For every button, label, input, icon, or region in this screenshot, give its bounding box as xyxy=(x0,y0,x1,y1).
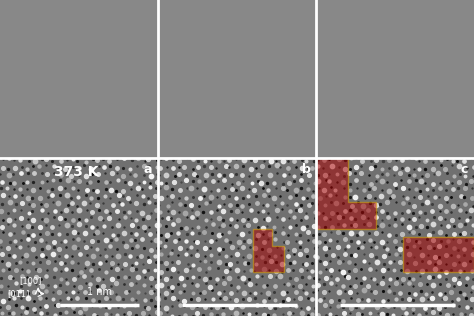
Text: [100]: [100] xyxy=(19,276,42,286)
Text: [011]: [011] xyxy=(7,289,29,298)
Text: b: b xyxy=(301,163,310,176)
Text: 1 nm: 1 nm xyxy=(87,287,112,297)
Text: a: a xyxy=(144,163,152,176)
Polygon shape xyxy=(317,158,376,229)
Text: 373 K: 373 K xyxy=(54,166,98,179)
Text: c: c xyxy=(460,163,468,176)
Polygon shape xyxy=(403,237,474,272)
Polygon shape xyxy=(253,229,284,272)
